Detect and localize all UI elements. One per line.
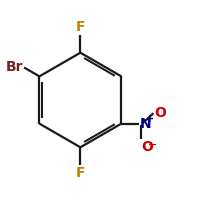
- Text: +: +: [146, 114, 154, 124]
- Text: N: N: [139, 117, 151, 131]
- Text: Br: Br: [6, 60, 23, 74]
- Text: O: O: [141, 140, 153, 154]
- Text: O: O: [154, 106, 166, 120]
- Text: −: −: [148, 140, 157, 150]
- Text: F: F: [76, 166, 85, 180]
- Text: F: F: [76, 20, 85, 34]
